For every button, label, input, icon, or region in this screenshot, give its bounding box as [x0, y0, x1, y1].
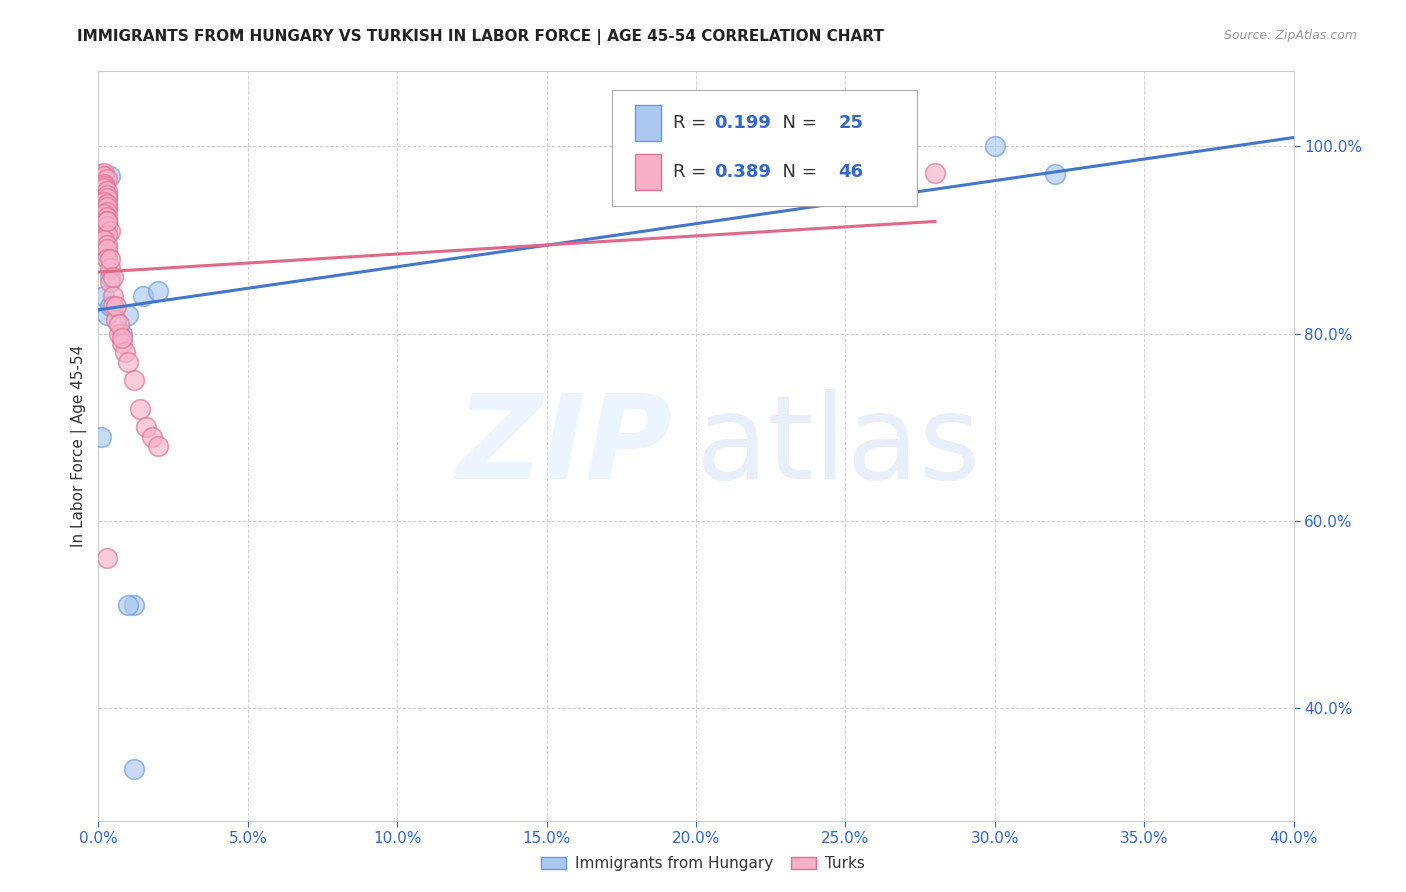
- Point: [103, 270, 125, 285]
- Point: [98, 261, 122, 276]
- Point: [124, 599, 146, 613]
- Point: [96, 210, 118, 224]
- Point: [96, 188, 118, 202]
- Text: atlas: atlas: [696, 389, 981, 503]
- Point: [105, 299, 128, 313]
- Point: [93, 233, 115, 247]
- Point: [96, 191, 118, 205]
- Point: [148, 439, 170, 453]
- Point: [90, 430, 112, 444]
- Point: [103, 289, 125, 303]
- FancyBboxPatch shape: [613, 90, 917, 206]
- Point: [96, 214, 118, 228]
- FancyBboxPatch shape: [636, 154, 661, 190]
- Point: [96, 237, 118, 252]
- Point: [93, 207, 115, 221]
- Point: [90, 168, 112, 182]
- Point: [117, 599, 139, 613]
- Point: [90, 181, 112, 195]
- Point: [96, 228, 118, 243]
- Point: [111, 331, 134, 345]
- Point: [93, 169, 115, 184]
- Point: [105, 312, 128, 326]
- Point: [96, 184, 118, 198]
- Text: Source: ZipAtlas.com: Source: ZipAtlas.com: [1223, 29, 1357, 42]
- Point: [96, 172, 118, 186]
- Text: N =: N =: [772, 114, 823, 132]
- Point: [111, 326, 134, 341]
- Point: [114, 345, 136, 359]
- Point: [98, 299, 122, 313]
- Point: [108, 318, 131, 332]
- Text: R =: R =: [673, 114, 713, 132]
- Point: [111, 336, 134, 351]
- Point: [108, 326, 131, 341]
- Point: [148, 285, 170, 299]
- Point: [984, 139, 1007, 153]
- Point: [924, 165, 946, 179]
- Point: [93, 177, 115, 191]
- Point: [103, 299, 125, 313]
- Text: 0.199: 0.199: [714, 114, 770, 132]
- Point: [93, 289, 115, 303]
- Point: [96, 200, 118, 214]
- Point: [129, 401, 152, 416]
- Point: [1043, 168, 1066, 182]
- Point: [93, 228, 115, 243]
- Y-axis label: In Labor Force | Age 45-54: In Labor Force | Age 45-54: [72, 345, 87, 547]
- Point: [96, 252, 118, 266]
- Text: 0.389: 0.389: [714, 163, 770, 181]
- Legend: Immigrants from Hungary, Turks: Immigrants from Hungary, Turks: [536, 850, 870, 877]
- Text: IMMIGRANTS FROM HUNGARY VS TURKISH IN LABOR FORCE | AGE 45-54 CORRELATION CHART: IMMIGRANTS FROM HUNGARY VS TURKISH IN LA…: [77, 29, 884, 45]
- Point: [98, 224, 122, 238]
- Text: ZIP: ZIP: [456, 389, 672, 503]
- Text: R =: R =: [673, 163, 713, 181]
- Point: [96, 197, 118, 211]
- Point: [96, 243, 118, 257]
- Point: [93, 195, 115, 210]
- Point: [96, 214, 118, 228]
- Point: [96, 205, 118, 219]
- Point: [96, 191, 118, 205]
- Point: [93, 165, 115, 179]
- Point: [135, 420, 157, 434]
- Text: 46: 46: [838, 163, 863, 181]
- Point: [98, 252, 122, 266]
- Point: [93, 178, 115, 193]
- Point: [93, 181, 115, 195]
- Point: [98, 270, 122, 285]
- Point: [132, 289, 155, 303]
- Point: [93, 177, 115, 191]
- Point: [93, 210, 115, 224]
- Point: [90, 172, 112, 186]
- Point: [141, 430, 163, 444]
- Point: [98, 275, 122, 289]
- Point: [96, 247, 118, 261]
- Point: [93, 186, 115, 201]
- FancyBboxPatch shape: [636, 105, 661, 141]
- Point: [96, 308, 118, 322]
- Point: [98, 169, 122, 184]
- Point: [96, 200, 118, 214]
- Point: [117, 308, 139, 322]
- Text: 25: 25: [838, 114, 863, 132]
- Point: [96, 551, 118, 566]
- Point: [96, 219, 118, 233]
- Point: [117, 355, 139, 369]
- Point: [96, 219, 118, 233]
- Point: [124, 374, 146, 388]
- Text: N =: N =: [772, 163, 823, 181]
- Point: [124, 762, 146, 776]
